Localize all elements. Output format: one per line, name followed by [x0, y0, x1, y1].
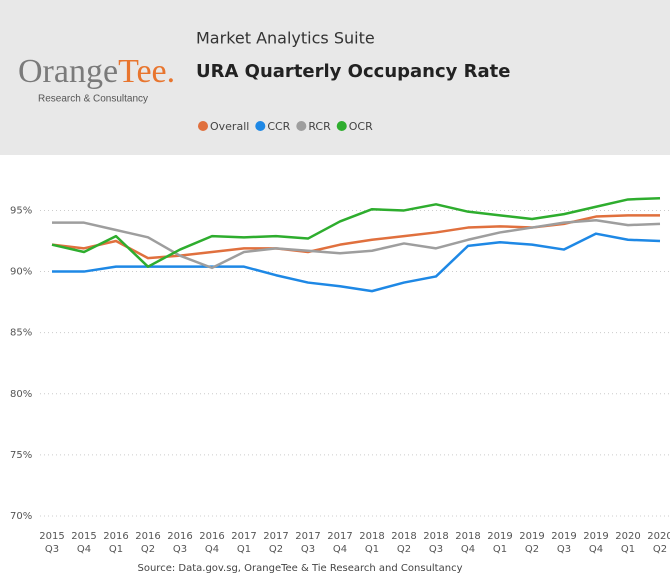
legend-label: OCR — [349, 120, 373, 133]
x-tick-label: 2020 — [615, 531, 640, 542]
x-tick-label: 2016 — [167, 531, 192, 542]
x-tick-label: 2015 — [39, 531, 64, 542]
legend-marker — [255, 121, 266, 131]
x-tick-label: 2017 — [231, 531, 256, 542]
y-tick-label: 80% — [10, 389, 32, 400]
x-tick-label: Q1 — [365, 544, 379, 555]
x-tick-label: 2017 — [327, 531, 352, 542]
x-tick-label: 2015 — [71, 531, 96, 542]
x-tick-label: Q2 — [141, 544, 155, 555]
logo-part: Orange — [18, 53, 118, 90]
x-tick-label: Q3 — [45, 544, 59, 555]
logo: OrangeTee. — [18, 53, 175, 90]
x-tick-label: 2019 — [519, 531, 544, 542]
legend-label: Overall — [210, 120, 249, 133]
x-tick-label: 2019 — [551, 531, 576, 542]
x-tick-label: Q3 — [557, 544, 571, 555]
series-line — [52, 232, 661, 293]
series-line — [52, 218, 661, 270]
x-tick-label: 2020 — [647, 531, 670, 542]
x-tick-label: 2016 — [103, 531, 128, 542]
y-tick-label: 95% — [10, 205, 32, 216]
legend-marker — [296, 121, 307, 131]
y-tick-label: 90% — [10, 267, 32, 278]
y-tick-label: 70% — [10, 511, 32, 522]
x-tick-label: Q4 — [333, 544, 347, 555]
legend-label: RCR — [308, 120, 331, 133]
series-line — [51, 196, 661, 268]
x-tick-label: Q4 — [461, 544, 475, 555]
x-tick-label: Q2 — [397, 544, 411, 555]
x-tick-label: 2019 — [487, 531, 512, 542]
legend-label: CCR — [267, 120, 290, 133]
y-tick-label: 75% — [10, 450, 32, 461]
logo-tagline: Research & Consultancy — [38, 94, 148, 105]
x-tick-label: 2018 — [455, 531, 480, 542]
legend-marker — [198, 121, 208, 131]
x-tick-label: Q1 — [493, 544, 507, 555]
legend-marker — [336, 121, 347, 131]
x-tick-label: Q3 — [429, 544, 443, 555]
header-band — [0, 0, 670, 155]
x-tick-label: Q4 — [589, 544, 603, 555]
chart-title: URA Quarterly Occupancy Rate — [196, 61, 510, 82]
x-tick-label: 2018 — [423, 531, 448, 542]
x-tick-label: 2018 — [391, 531, 416, 542]
logo-part: Tee. — [118, 53, 175, 90]
x-tick-label: 2017 — [295, 531, 320, 542]
x-tick-label: Q1 — [237, 544, 251, 555]
x-tick-label: 2017 — [263, 531, 288, 542]
x-tick-label: Q3 — [301, 544, 315, 555]
x-tick-label: 2019 — [583, 531, 608, 542]
x-tick-label: 2018 — [359, 531, 384, 542]
x-tick-label: 2016 — [199, 531, 224, 542]
x-tick-label: Q1 — [109, 544, 123, 555]
y-tick-label: 85% — [10, 328, 32, 339]
x-tick-label: Q1 — [621, 544, 635, 555]
suite-name: Market Analytics Suite — [196, 29, 375, 48]
x-tick-label: Q4 — [77, 544, 91, 555]
source: Source: Data.gov.sg, OrangeTee & Tie Res… — [138, 563, 463, 574]
x-tick-label: Q2 — [653, 544, 667, 555]
x-tick-label: 2016 — [135, 531, 160, 542]
x-tick-label: Q2 — [269, 544, 283, 555]
x-tick-label: Q4 — [205, 544, 219, 555]
x-tick-label: Q2 — [525, 544, 539, 555]
x-tick-label: Q3 — [173, 544, 187, 555]
